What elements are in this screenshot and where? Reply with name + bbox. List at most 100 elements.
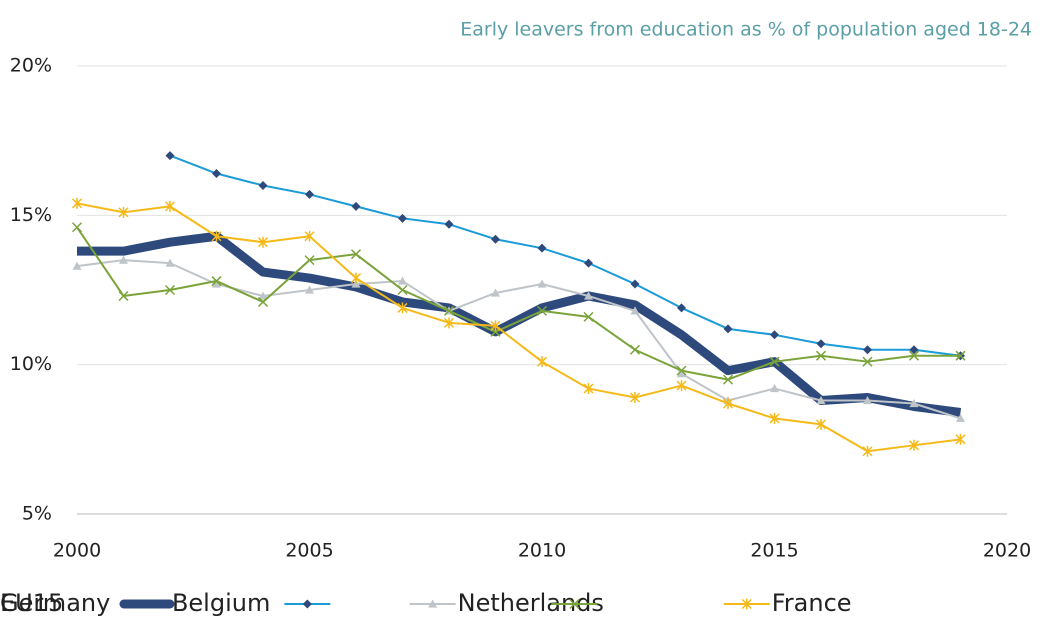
marker bbox=[351, 279, 361, 288]
marker bbox=[629, 344, 641, 355]
line bbox=[76, 259, 961, 420]
marker bbox=[536, 356, 548, 368]
x-tick-label: 2005 bbox=[285, 540, 333, 562]
y-tick-label: 5% bbox=[22, 503, 52, 525]
marker bbox=[908, 439, 920, 451]
marker bbox=[305, 285, 314, 294]
marker bbox=[491, 288, 500, 297]
marker bbox=[443, 317, 455, 329]
y-tick-label: 10% bbox=[10, 353, 52, 375]
line bbox=[76, 202, 961, 453]
marker bbox=[769, 412, 780, 424]
marker bbox=[815, 418, 827, 430]
marker bbox=[630, 279, 640, 289]
marker bbox=[165, 258, 175, 267]
marker bbox=[165, 151, 175, 161]
marker bbox=[584, 291, 593, 300]
marker bbox=[398, 276, 407, 285]
marker bbox=[815, 350, 827, 361]
marker bbox=[723, 324, 733, 334]
marker bbox=[397, 302, 408, 314]
marker bbox=[119, 255, 128, 264]
marker bbox=[164, 200, 176, 212]
marker bbox=[863, 345, 872, 355]
marker bbox=[304, 255, 315, 266]
legend-label: EU15 bbox=[0, 589, 63, 617]
marker bbox=[955, 350, 966, 361]
marker bbox=[862, 356, 873, 367]
legend-label: Belgium bbox=[172, 589, 270, 617]
marker bbox=[584, 258, 593, 268]
marker bbox=[630, 306, 640, 315]
legend-item bbox=[284, 599, 331, 609]
series bbox=[165, 151, 965, 361]
marker bbox=[770, 330, 779, 340]
marker bbox=[444, 219, 454, 229]
marker bbox=[583, 311, 594, 322]
marker bbox=[722, 374, 734, 385]
marker bbox=[258, 291, 268, 300]
legend-marker bbox=[741, 598, 752, 610]
marker bbox=[583, 383, 594, 395]
marker bbox=[164, 284, 176, 296]
marker bbox=[816, 396, 826, 405]
marker bbox=[769, 356, 780, 367]
marker bbox=[351, 201, 361, 211]
series bbox=[77, 231, 962, 417]
marker bbox=[537, 243, 547, 253]
marker bbox=[398, 213, 407, 223]
marker bbox=[211, 276, 222, 287]
x-tick-label: 2015 bbox=[750, 540, 798, 562]
marker bbox=[71, 197, 83, 209]
legend-item: Belgium bbox=[119, 589, 270, 617]
marker bbox=[770, 384, 779, 393]
marker bbox=[909, 398, 919, 408]
marker bbox=[305, 189, 314, 199]
marker bbox=[536, 305, 548, 316]
marker bbox=[212, 279, 221, 288]
marker bbox=[955, 433, 966, 445]
marker bbox=[956, 413, 965, 423]
legend-item: France bbox=[723, 589, 852, 617]
marker bbox=[443, 305, 455, 316]
marker bbox=[304, 230, 315, 242]
marker bbox=[629, 392, 641, 404]
series bbox=[71, 197, 966, 457]
x-tick-label: 2020 bbox=[983, 540, 1031, 562]
series bbox=[71, 222, 966, 385]
marker bbox=[397, 284, 408, 296]
marker bbox=[211, 230, 222, 242]
marker bbox=[863, 396, 872, 405]
marker bbox=[676, 365, 687, 376]
line bbox=[169, 154, 961, 357]
marker bbox=[212, 169, 221, 179]
marker bbox=[258, 180, 268, 190]
marker bbox=[71, 222, 83, 233]
marker bbox=[676, 380, 687, 392]
marker bbox=[118, 206, 129, 218]
marker bbox=[677, 369, 686, 378]
line bbox=[77, 231, 962, 417]
x-tick-label: 2010 bbox=[518, 540, 566, 562]
marker bbox=[862, 445, 873, 457]
marker bbox=[118, 290, 129, 302]
marker bbox=[350, 249, 362, 260]
legend-label: France bbox=[772, 589, 852, 617]
marker bbox=[490, 320, 501, 332]
marker bbox=[677, 303, 686, 313]
marker bbox=[257, 236, 269, 248]
chart-title: Early leavers from education as % of pop… bbox=[460, 19, 1032, 41]
y-tick-label: 15% bbox=[10, 204, 52, 226]
legend-marker bbox=[428, 599, 438, 608]
legend-item bbox=[551, 598, 598, 610]
marker bbox=[909, 345, 919, 355]
marker bbox=[722, 397, 734, 409]
legend-marker bbox=[302, 599, 312, 609]
marker bbox=[491, 234, 500, 244]
marker bbox=[908, 350, 920, 361]
legend-label: Germany bbox=[0, 589, 110, 617]
y-tick-label: 20% bbox=[10, 55, 52, 77]
marker bbox=[257, 296, 269, 307]
